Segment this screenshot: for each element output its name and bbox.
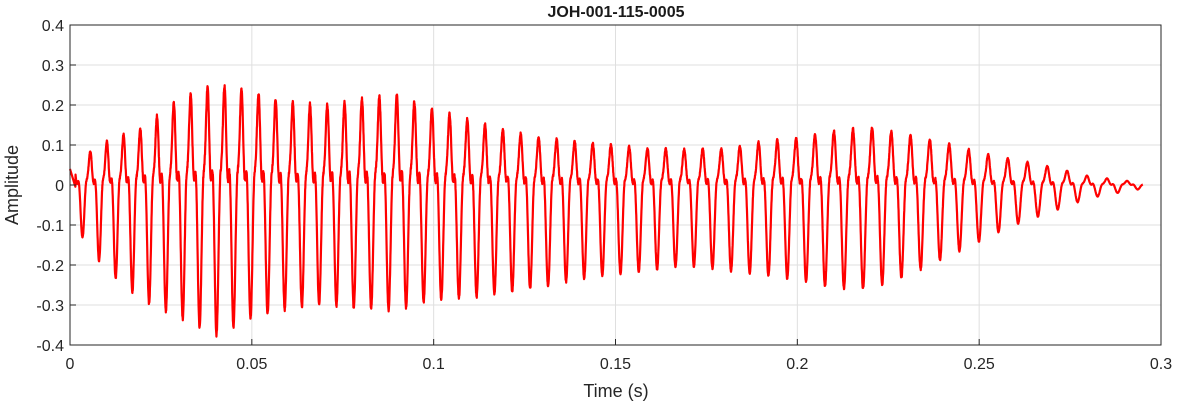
ticks: 0 0.05 0.1 0.15 0.2 0.25 0.3 0.4 0.3 0.2 0.1 0 -0.1 -… bbox=[36, 18, 1172, 373]
y-tick-label: -0.2 bbox=[36, 258, 64, 275]
x-tick-label: 0 bbox=[66, 356, 75, 373]
y-tick-label: -0.3 bbox=[36, 298, 64, 315]
y-axis-label: Amplitude bbox=[2, 145, 22, 225]
y-tick-label: -0.4 bbox=[36, 338, 64, 355]
y-tick-label: 0.4 bbox=[42, 18, 64, 35]
x-tick-label: 0.2 bbox=[786, 356, 808, 373]
plot-area bbox=[68, 84, 1144, 338]
x-tick-label: 0.15 bbox=[600, 356, 631, 373]
x-tick-label: 0.25 bbox=[964, 356, 995, 373]
y-tick-label: -0.1 bbox=[36, 218, 64, 235]
chart-title: JOH-001-115-0005 bbox=[548, 4, 685, 21]
x-tick-label: 0.1 bbox=[423, 356, 445, 373]
x-axis-label: Time (s) bbox=[583, 381, 648, 401]
waveform-line bbox=[68, 84, 1144, 338]
y-tick-label: 0.1 bbox=[42, 138, 64, 155]
y-tick-label: 0.2 bbox=[42, 98, 64, 115]
x-tick-label: 0.05 bbox=[236, 356, 267, 373]
x-tick-label: 0.3 bbox=[1150, 356, 1172, 373]
y-tick-label: 0.3 bbox=[42, 58, 64, 75]
y-tick-label: 0 bbox=[55, 178, 64, 195]
